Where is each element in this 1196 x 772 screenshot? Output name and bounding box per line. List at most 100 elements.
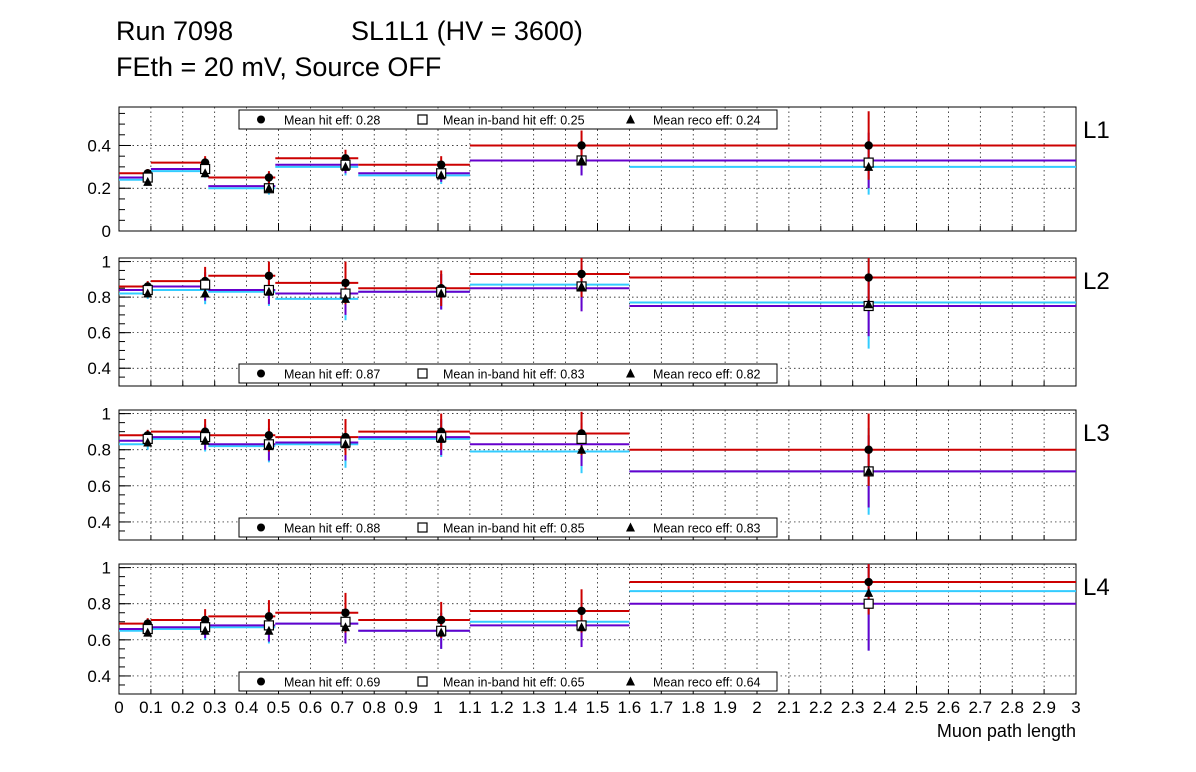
hit-marker [577, 269, 586, 279]
panel-l1: 0 0.2 0.4 Mean hit eff: 0.28 Mean in-band hi… [87, 106, 1110, 241]
chamber-label: SL1L1 (HV = 3600) [351, 16, 583, 46]
legend-inband-label: Mean in-band hit eff: 0.85 [443, 522, 585, 536]
x-tick-label: 1.7 [649, 698, 673, 717]
legend-hit-label: Mean hit eff: 0.69 [284, 676, 380, 690]
reco-marker [577, 281, 587, 291]
hit-marker [264, 173, 274, 182]
legend-inband-label: Mean in-band hit eff: 0.25 [443, 114, 585, 128]
reco-marker [200, 435, 210, 445]
legend: Mean hit eff: 0.28 Mean in-band hit eff: … [238, 109, 778, 130]
y-tick-label: 0.4 [87, 136, 111, 155]
legend-hit-marker [257, 677, 265, 686]
x-tick-label: 1.2 [490, 698, 514, 717]
x-tick-label: 0.7 [330, 698, 354, 717]
y-tick-label: 0.4 [87, 513, 111, 532]
legend-reco-label: Mean reco eff: 0.83 [653, 522, 761, 536]
reco-marker [340, 439, 350, 449]
hit-marker [200, 615, 210, 625]
x-tick-label: 2.7 [968, 698, 992, 717]
hit-marker [341, 608, 350, 617]
x-axis-label: Muon path length [937, 721, 1076, 741]
y-tick-label: 0.8 [87, 595, 111, 614]
inband-marker [200, 279, 211, 290]
hit-marker [264, 431, 274, 440]
x-tick-label: 1 [433, 698, 442, 717]
title-run: Run 7098 SL1L1 (HV = 3600) [116, 16, 583, 47]
y-tick-label: 1 [102, 253, 111, 272]
run-label: Run 7098 [116, 16, 234, 46]
reco-marker [340, 293, 350, 303]
legend-inband-marker [417, 522, 428, 533]
panel-label: L1 [1083, 117, 1110, 144]
x-tick-label: 0.5 [267, 698, 291, 717]
x-tick-label: 2.3 [841, 698, 865, 717]
legend-reco-label: Mean reco eff: 0.82 [653, 368, 761, 382]
legend-reco-label: Mean reco eff: 0.64 [653, 676, 761, 690]
x-tick-label: 1.3 [522, 698, 546, 717]
legend-box [238, 671, 778, 692]
legend: Mean hit eff: 0.69 Mean in-band hit eff: … [238, 671, 778, 692]
x-tick-label: 1.5 [586, 698, 610, 717]
hit-marker [436, 160, 446, 169]
hit-marker [341, 278, 350, 288]
reco-marker [143, 288, 153, 298]
reco-marker [577, 444, 587, 454]
reco-marker [340, 161, 350, 171]
hit-marker [264, 271, 274, 280]
legend-inband-label: Mean in-band hit eff: 0.83 [443, 368, 585, 382]
legend-hit-label: Mean hit eff: 0.28 [284, 114, 380, 128]
reco-marker [264, 441, 274, 451]
x-tick-label: 1.1 [458, 698, 482, 717]
x-tick-label: 2.2 [809, 698, 833, 717]
y-tick-label: 0.4 [87, 667, 111, 686]
legend-box [238, 363, 778, 384]
x-tick-label: 0.2 [171, 698, 195, 717]
x-tick-label: 1.9 [713, 698, 737, 717]
legend-reco-marker [626, 114, 635, 124]
x-tick-label: 2.9 [1032, 698, 1056, 717]
x-tick-label: 2 [752, 698, 761, 717]
y-tick-label: 0.6 [87, 324, 111, 343]
reco-marker [436, 627, 446, 637]
reco-marker [200, 168, 210, 178]
legend-inband-marker [417, 114, 428, 125]
panel-label: L2 [1083, 268, 1110, 295]
y-tick-label: 0 [102, 222, 111, 241]
x-tick-label: 2.8 [1000, 698, 1024, 717]
y-tick-label: 0.8 [87, 441, 111, 460]
reco-marker [577, 155, 587, 165]
inband-marker [863, 598, 874, 609]
legend-inband-label: Mean in-band hit eff: 0.65 [443, 676, 585, 690]
legend-reco-marker [626, 522, 635, 532]
hit-marker [264, 612, 274, 621]
x-tick-label: 2.5 [905, 698, 929, 717]
hit-marker [436, 615, 446, 625]
x-tick-label: 1.4 [554, 698, 578, 717]
inband-marker [576, 433, 587, 444]
legend-box [238, 517, 778, 538]
x-tick-label: 0.1 [139, 698, 163, 717]
x-tick-label: 1.8 [681, 698, 705, 717]
y-tick-label: 0.2 [87, 179, 111, 198]
reco-marker [436, 288, 446, 298]
y-tick-label: 0.6 [87, 631, 111, 650]
y-tick-label: 1 [102, 405, 111, 424]
title-subtitle: FEth = 20 mV, Source OFF [116, 52, 442, 82]
reco-marker [143, 176, 153, 186]
reco-marker [200, 288, 210, 298]
reco-marker [264, 183, 274, 193]
panel-label: L3 [1083, 420, 1110, 447]
legend-box [238, 109, 778, 130]
x-tick-label: 1.6 [618, 698, 642, 717]
y-tick-label: 1 [102, 559, 111, 578]
hit-marker [864, 273, 873, 282]
reco-marker [436, 170, 446, 180]
x-tick-label: 0 [114, 698, 123, 717]
y-tick-label: 0.8 [87, 288, 111, 307]
legend-hit-marker [257, 369, 265, 378]
x-tick-label: 0.4 [235, 698, 259, 717]
legend-inband-marker [417, 368, 428, 379]
legend-reco-marker [626, 676, 635, 686]
panel-l3: 0.4 0.6 0.8 1 Mean hit eff: 0.88 Mean in-band… [87, 405, 1110, 541]
